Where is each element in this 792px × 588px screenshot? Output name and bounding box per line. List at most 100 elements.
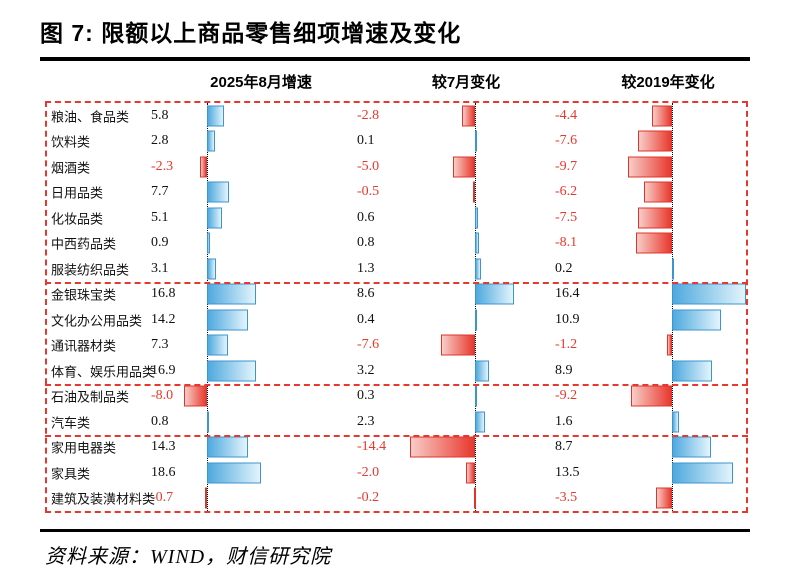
value-label: -2.8 bbox=[357, 107, 380, 123]
value-bar bbox=[200, 156, 207, 178]
value-label: 16.8 bbox=[151, 286, 176, 302]
table-row: 烟酒类 -2.3 -5.0 -9.7 bbox=[47, 154, 746, 180]
value-label: 1.3 bbox=[357, 260, 375, 276]
table-row: 金银珠宝类 16.8 8.6 16.4 bbox=[47, 282, 746, 308]
value-bar bbox=[207, 462, 261, 484]
category-label: 建筑及装潢材料类 bbox=[51, 491, 156, 507]
value-bar bbox=[207, 334, 229, 356]
zero-axis-line bbox=[207, 103, 208, 511]
value-bar bbox=[630, 385, 672, 407]
value-bar bbox=[666, 334, 672, 356]
group-separator bbox=[45, 434, 748, 437]
category-label: 中西药品类 bbox=[51, 236, 117, 252]
value-label: -2.3 bbox=[151, 158, 174, 174]
value-label: 14.3 bbox=[151, 439, 176, 455]
table-row: 家用电器类 14.3 -14.4 8.7 bbox=[47, 435, 746, 461]
category-label: 石油及制品类 bbox=[51, 389, 130, 405]
value-bar bbox=[637, 130, 672, 152]
value-bar bbox=[475, 207, 478, 229]
category-label: 金银珠宝类 bbox=[51, 287, 117, 303]
zero-axis-line bbox=[475, 103, 476, 511]
value-bar bbox=[672, 309, 722, 331]
value-label: 5.1 bbox=[151, 209, 169, 225]
value-label: 16.9 bbox=[151, 362, 176, 378]
value-bar bbox=[207, 436, 249, 458]
value-bar bbox=[204, 487, 207, 509]
value-bar bbox=[475, 232, 479, 254]
value-bar bbox=[207, 258, 216, 280]
value-label: 1.6 bbox=[555, 413, 573, 429]
value-bar bbox=[207, 309, 249, 331]
value-label: 0.1 bbox=[357, 133, 375, 149]
value-bar bbox=[475, 309, 477, 331]
column-header-aug-growth: 2025年8月增速 bbox=[210, 74, 312, 91]
bottom-divider bbox=[40, 529, 750, 532]
column-header-vs-2019: 较2019年变化 bbox=[621, 74, 715, 91]
value-bar bbox=[475, 411, 486, 433]
category-label: 化妆品类 bbox=[51, 211, 104, 227]
table-row: 中西药品类 0.9 0.8 -8.1 bbox=[47, 231, 746, 257]
value-bar bbox=[472, 181, 475, 203]
value-label: 7.7 bbox=[151, 184, 169, 200]
category-label: 饮料类 bbox=[51, 134, 91, 150]
chart-rows: 粮油、食品类 5.8 -2.8 -4.4 饮料类 2.8 0.1 -7.6 烟酒类 -2.3 -5.… bbox=[47, 103, 746, 511]
value-label: 0.6 bbox=[357, 209, 375, 225]
value-bar bbox=[644, 181, 672, 203]
value-bar bbox=[475, 130, 477, 152]
value-label: -6.2 bbox=[555, 184, 578, 200]
value-label: 0.8 bbox=[151, 413, 169, 429]
category-label: 烟酒类 bbox=[51, 160, 91, 176]
value-bar bbox=[672, 411, 680, 433]
value-bar bbox=[635, 232, 672, 254]
value-label: 7.3 bbox=[151, 337, 169, 353]
value-label: -9.7 bbox=[555, 158, 578, 174]
table-row: 石油及制品类 -8.0 0.3 -9.2 bbox=[47, 384, 746, 410]
value-label: 8.9 bbox=[555, 362, 573, 378]
value-label: -4.4 bbox=[555, 107, 578, 123]
value-label: 8.7 bbox=[555, 439, 573, 455]
value-label: 3.1 bbox=[151, 260, 169, 276]
value-label: -8.0 bbox=[151, 388, 174, 404]
value-bar bbox=[672, 360, 713, 382]
value-bar bbox=[207, 130, 216, 152]
value-bar bbox=[656, 487, 672, 509]
value-label: 0.4 bbox=[357, 311, 375, 327]
value-label: -7.6 bbox=[555, 133, 578, 149]
value-label: 18.6 bbox=[151, 464, 176, 480]
value-bar bbox=[475, 360, 490, 382]
value-label: -2.0 bbox=[357, 464, 380, 480]
value-label: -14.4 bbox=[357, 439, 387, 455]
table-row: 粮油、食品类 5.8 -2.8 -4.4 bbox=[47, 103, 746, 129]
title-divider bbox=[40, 57, 750, 61]
value-label: -5.0 bbox=[357, 158, 380, 174]
value-bar bbox=[474, 487, 477, 509]
value-bar bbox=[207, 411, 210, 433]
value-bar bbox=[207, 181, 230, 203]
value-bar bbox=[672, 283, 746, 305]
value-label: -7.5 bbox=[555, 209, 578, 225]
category-label: 家具类 bbox=[51, 466, 91, 482]
category-label: 体育、娱乐用品类 bbox=[51, 364, 156, 380]
column-header-vs-july: 较7月变化 bbox=[431, 74, 501, 91]
value-label: -8.1 bbox=[555, 235, 578, 251]
value-label: 0.9 bbox=[151, 235, 169, 251]
chart-area: 粮油、食品类 5.8 -2.8 -4.4 饮料类 2.8 0.1 -7.6 烟酒类 -2.3 -5.… bbox=[45, 101, 748, 513]
value-bar bbox=[475, 258, 481, 280]
source-note: 资料来源：WIND，财信研究院 bbox=[45, 546, 332, 568]
category-label: 汽车类 bbox=[51, 415, 91, 431]
value-label: 2.3 bbox=[357, 413, 375, 429]
category-label: 粮油、食品类 bbox=[51, 109, 130, 125]
value-bar bbox=[672, 436, 712, 458]
table-row: 通讯器材类 7.3 -7.6 -1.2 bbox=[47, 333, 746, 359]
value-bar bbox=[638, 207, 672, 229]
value-label: -0.7 bbox=[151, 490, 174, 506]
zero-axis-line bbox=[672, 103, 673, 511]
value-label: 0.8 bbox=[357, 235, 375, 251]
value-label: 10.9 bbox=[555, 311, 580, 327]
value-label: 2.8 bbox=[151, 133, 169, 149]
value-bar bbox=[452, 156, 475, 178]
value-label: -1.2 bbox=[555, 337, 578, 353]
category-label: 家用电器类 bbox=[51, 440, 117, 456]
table-row: 日用品类 7.7 -0.5 -6.2 bbox=[47, 180, 746, 206]
value-bar bbox=[672, 258, 674, 280]
